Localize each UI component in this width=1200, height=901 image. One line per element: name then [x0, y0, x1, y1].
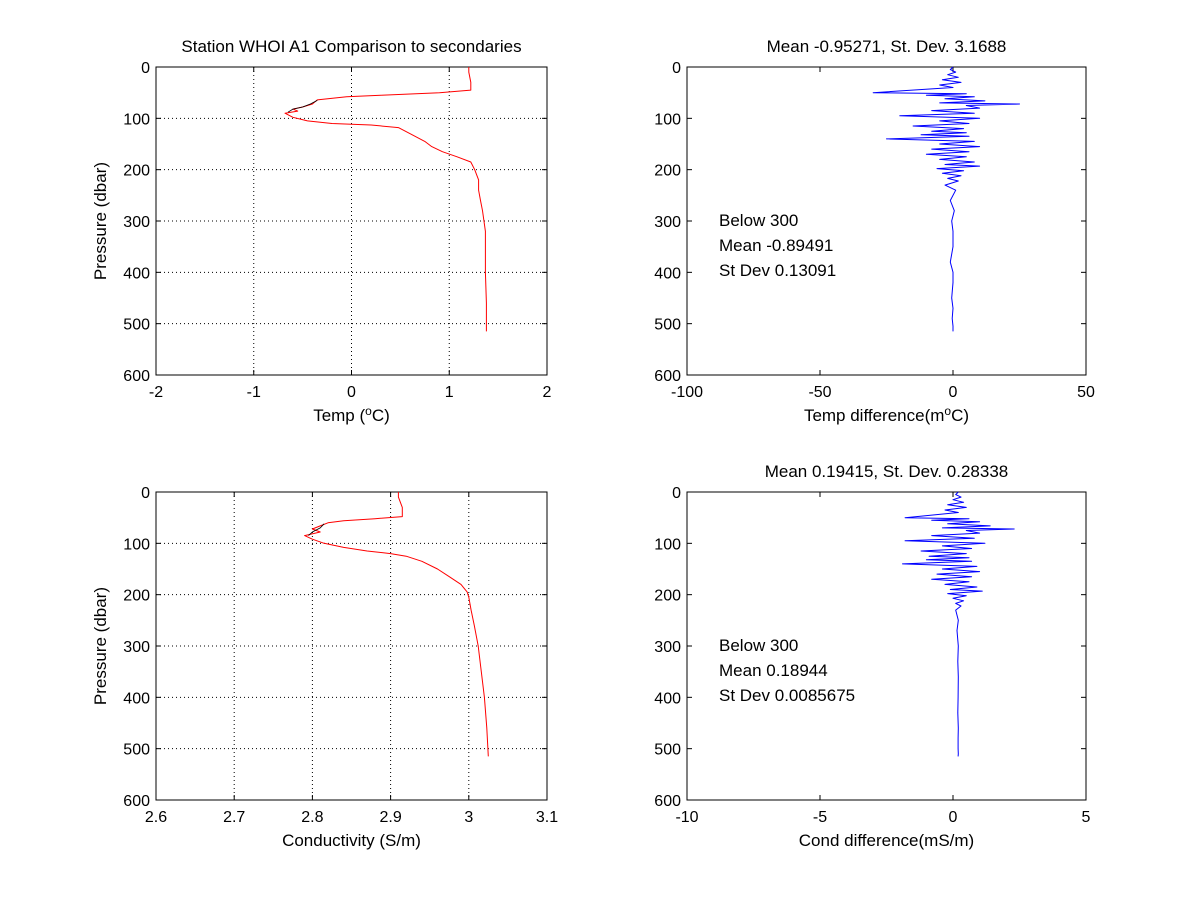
x-axis-label: Temp difference(moC): [804, 404, 969, 425]
x-tick-label: 2: [543, 384, 552, 401]
x-axis-label-tail: C): [951, 406, 969, 425]
chart-title: Mean -0.95271, St. Dev. 3.1688: [767, 37, 1007, 56]
y-tick-label: 500: [654, 317, 681, 334]
y-tick-label: 100: [654, 111, 681, 128]
y-tick-label: 400: [654, 265, 681, 282]
x-tick-label: 2.7: [223, 809, 245, 826]
y-tick-label: 500: [123, 317, 150, 334]
y-tick-label: 200: [654, 163, 681, 180]
x-axis-label: Cond difference(mS/m): [799, 831, 974, 850]
x-tick-label: 3: [464, 809, 473, 826]
y-tick-label: 200: [123, 588, 150, 605]
x-axis-label-text: Temp (: [313, 406, 365, 425]
x-axis-label-text: Cond difference(mS/m): [799, 831, 974, 850]
x-axis-label-sup: o: [365, 404, 372, 418]
series-line: [872, 66, 1020, 332]
x-tick-label: 0: [949, 809, 958, 826]
x-tick-label: -1: [247, 384, 261, 401]
y-tick-label: 600: [123, 368, 150, 385]
y-tick-label: 500: [123, 742, 150, 759]
stats-annotation-line: Below 300: [719, 636, 798, 655]
chart-temp: -2 -1 0 1 2 0 100 200 300 400 500 600 Station WHOI A…: [91, 37, 552, 425]
y-axis-label: Pressure (dbar): [91, 162, 110, 280]
chart-cond: 2.6 2.7 2.8 2.9 3 3.1 0 100 200 300 400 500 600 Condu…: [91, 485, 558, 850]
y-tick-label: 0: [141, 485, 150, 502]
x-axis-label: Conductivity (S/m): [282, 831, 421, 850]
x-tick-label: 0: [347, 384, 356, 401]
x-axis-label: Temp (oC): [313, 404, 390, 425]
x-tick-label: 50: [1077, 384, 1095, 401]
x-tick-label: 0: [949, 384, 958, 401]
x-tick-label: -10: [675, 809, 698, 826]
x-tick-label: 5: [1082, 809, 1091, 826]
y-tick-label: 300: [654, 214, 681, 231]
x-tick-label: -2: [149, 384, 163, 401]
x-axis-label-text: Conductivity (S/m): [282, 831, 421, 850]
y-tick-label: 300: [123, 639, 150, 656]
y-tick-label: 400: [123, 265, 150, 282]
y-tick-label: 200: [123, 163, 150, 180]
stats-annotation-line: St Dev 0.13091: [719, 261, 836, 280]
x-tick-label: 2.9: [379, 809, 401, 826]
chart-title: Station WHOI A1 Comparison to secondarie…: [181, 37, 521, 56]
x-tick-label: 1: [445, 384, 454, 401]
y-tick-label: 300: [123, 214, 150, 231]
y-tick-label: 300: [654, 639, 681, 656]
y-tick-label: 400: [654, 690, 681, 707]
y-tick-label: 500: [654, 742, 681, 759]
x-axis-label-text: Temp difference(m: [804, 406, 944, 425]
series-line: [902, 491, 1015, 757]
series-line-overlay: [287, 100, 318, 113]
stats-annotation-line: Mean 0.18944: [719, 661, 828, 680]
y-tick-label: 100: [123, 111, 150, 128]
x-axis-label-sup: o: [944, 404, 951, 418]
y-tick-label: 100: [654, 536, 681, 553]
y-tick-label: 600: [654, 793, 681, 810]
x-tick-label: -5: [813, 809, 827, 826]
x-tick-label: -50: [808, 384, 831, 401]
x-tick-label: 2.6: [145, 809, 167, 826]
y-tick-label: 0: [141, 60, 150, 77]
series-line: [284, 67, 487, 332]
x-tick-label: -100: [671, 384, 703, 401]
y-axis-label: Pressure (dbar): [91, 587, 110, 705]
stats-annotation-line: Mean -0.89491: [719, 236, 833, 255]
series-line: [304, 492, 489, 757]
y-tick-label: 400: [123, 690, 150, 707]
stats-annotation-line: Below 300: [719, 211, 798, 230]
chart-title: Mean 0.19415, St. Dev. 0.28338: [765, 462, 1009, 481]
y-tick-label: 600: [123, 793, 150, 810]
y-tick-label: 0: [672, 485, 681, 502]
y-tick-label: 200: [654, 588, 681, 605]
series-line-overlay: [308, 523, 325, 536]
stats-annotation-line: St Dev 0.0085675: [719, 686, 855, 705]
y-tick-label: 0: [672, 60, 681, 77]
x-tick-label: 2.8: [301, 809, 323, 826]
y-tick-label: 100: [123, 536, 150, 553]
x-axis-label-tail: C): [372, 406, 390, 425]
x-tick-label: 3.1: [536, 809, 558, 826]
y-tick-label: 600: [654, 368, 681, 385]
